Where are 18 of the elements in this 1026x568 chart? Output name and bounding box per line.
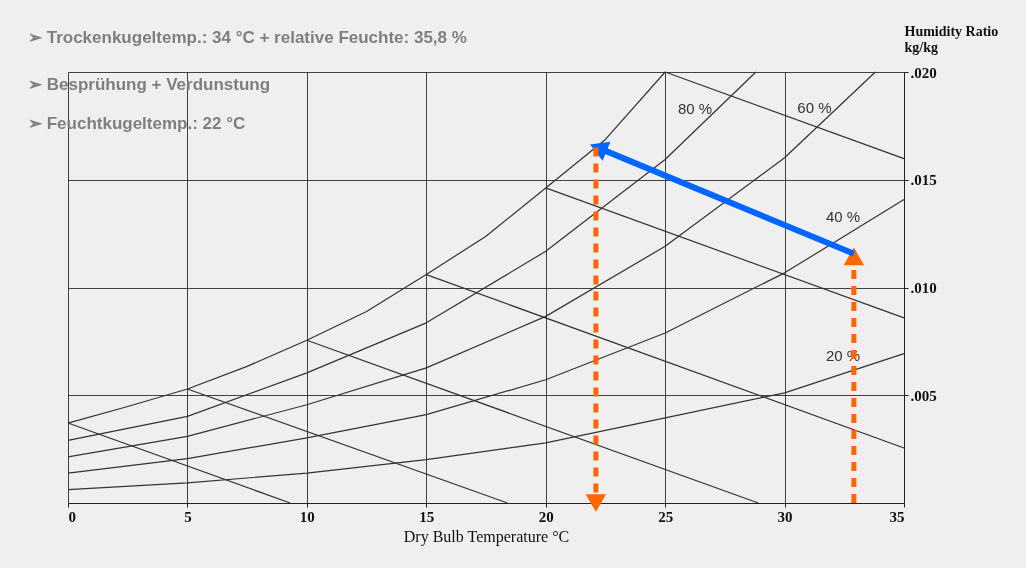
x-tick-label: 30 xyxy=(777,508,793,525)
series-label: 80 % xyxy=(677,99,713,117)
x-tick-label: 15 xyxy=(419,508,435,525)
y-axis-title: Humidity Ratio kg/kg xyxy=(904,23,999,55)
x-tick-label: 35 xyxy=(889,508,905,525)
text: ➢ Trockenkugeltemp.: 34 °C + relative Feuchte: 35,8 % xyxy=(28,28,467,47)
x-tick-label: 25 xyxy=(658,508,674,525)
series-label: 60 % xyxy=(797,98,832,116)
x-tick-label: 5 xyxy=(184,508,192,525)
y-tick-label: .015 xyxy=(910,172,937,189)
y-tick-label: .020 xyxy=(910,64,937,81)
x-axis-title: Dry Bulb Temperature °C xyxy=(403,527,570,546)
x-tick-label: 0 xyxy=(68,508,76,525)
series-label: 40 % xyxy=(825,208,861,226)
y-tick-label: .005 xyxy=(910,387,937,404)
x-tick-label: 20 xyxy=(538,508,554,525)
y-tick-label: .010 xyxy=(910,280,937,296)
x-tick-label: 10 xyxy=(299,508,315,525)
